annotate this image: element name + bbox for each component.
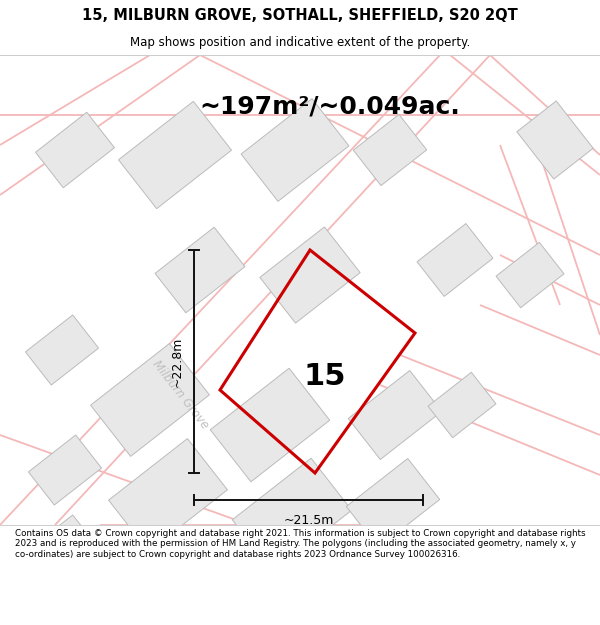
- Polygon shape: [496, 242, 564, 308]
- Polygon shape: [35, 112, 115, 188]
- Polygon shape: [346, 459, 440, 548]
- Polygon shape: [428, 372, 496, 438]
- Polygon shape: [25, 315, 98, 385]
- Text: ~197m²/~0.049ac.: ~197m²/~0.049ac.: [200, 95, 460, 119]
- Polygon shape: [517, 101, 593, 179]
- Text: Contains OS data © Crown copyright and database right 2021. This information is : Contains OS data © Crown copyright and d…: [15, 529, 586, 559]
- Polygon shape: [353, 114, 427, 186]
- Polygon shape: [241, 99, 349, 201]
- Text: ~21.5m: ~21.5m: [283, 514, 334, 527]
- Polygon shape: [417, 224, 493, 296]
- Polygon shape: [232, 458, 352, 572]
- Polygon shape: [91, 344, 209, 456]
- Polygon shape: [109, 439, 227, 551]
- Text: ~22.8m: ~22.8m: [171, 336, 184, 387]
- Text: Map shows position and indicative extent of the property.: Map shows position and indicative extent…: [130, 36, 470, 49]
- Polygon shape: [28, 435, 101, 505]
- Polygon shape: [210, 368, 330, 482]
- Polygon shape: [260, 227, 360, 323]
- Text: Milburn Grove: Milburn Grove: [149, 358, 211, 432]
- Text: 15, MILBURN GROVE, SOTHALL, SHEFFIELD, S20 2QT: 15, MILBURN GROVE, SOTHALL, SHEFFIELD, S…: [82, 8, 518, 23]
- Polygon shape: [155, 228, 245, 312]
- Polygon shape: [348, 371, 442, 459]
- Text: 15: 15: [304, 362, 346, 391]
- Polygon shape: [25, 515, 98, 585]
- Polygon shape: [118, 101, 232, 209]
